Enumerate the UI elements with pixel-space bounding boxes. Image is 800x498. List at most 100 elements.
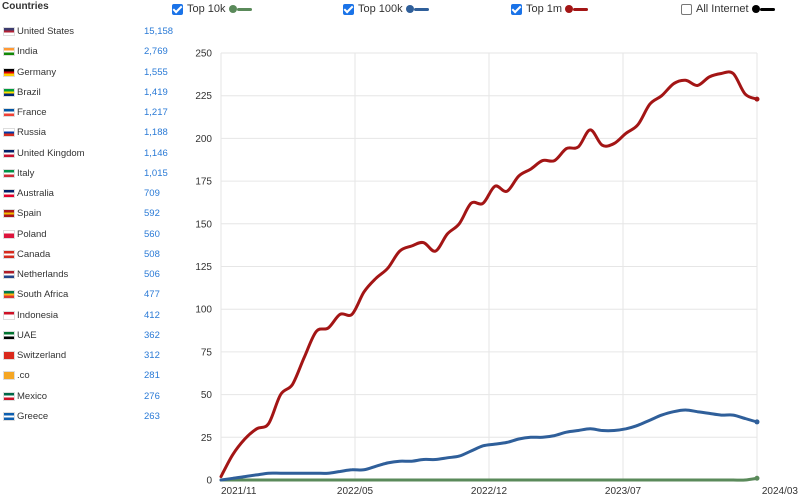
country-name: Mexico [17,390,48,402]
country-count: 477 [144,289,160,301]
country-row[interactable]: Switzerland 312 [0,349,175,369]
country-row[interactable]: United States 15,158 [0,25,175,45]
legend-swatch-icon [565,4,591,14]
flag-icon [3,148,15,158]
flag-icon [3,128,15,138]
legend-label: Top 100k [358,3,403,15]
legend-toggle-top-10k[interactable]: Top 10k [172,2,255,16]
x-tick-label: 2021/11 [221,486,257,497]
checkbox[interactable] [343,3,354,15]
legend-toggle-top-1m[interactable]: Top 1m [511,2,591,16]
country-row[interactable]: France 1,217 [0,106,175,126]
flag-icon [3,270,15,279]
flag-icon [3,168,15,178]
x-tick-label: 2022/12 [471,486,508,497]
country-row[interactable]: India 2,769 [0,45,175,65]
country-row[interactable]: Germany 1,555 [0,66,175,86]
country-row[interactable]: Russia 1,188 [0,126,175,146]
country-list: United States 15,158 India 2,769 Germany 1,55… [0,25,175,430]
legend-swatch-icon [751,4,778,14]
country-name: South Africa [17,289,69,301]
y-tick-label: 0 [206,476,212,487]
country-name: United Kingdom [17,147,85,159]
y-tick-label: 250 [195,49,212,60]
y-tick-label: 25 [201,433,213,444]
series-line-top-10k[interactable] [219,476,759,482]
country-row[interactable]: United Kingdom 1,146 [0,147,175,167]
country-count: 1,015 [144,167,168,179]
country-count: 506 [144,269,160,280]
country-row[interactable]: Indonesia 412 [0,309,175,329]
country-name: Spain [17,208,42,220]
country-count: 312 [144,350,160,361]
legend-toggle-top-100k[interactable]: Top 100k [343,2,432,16]
country-row[interactable]: Netherlands 506 [0,268,175,288]
country-name: Russia [17,127,47,139]
y-tick-label: 100 [195,305,212,316]
flag-icon [3,310,15,320]
country-row[interactable]: Greece 263 [0,410,175,430]
x-tick-label: 2022/05 [337,486,374,497]
country-name: France [17,107,47,118]
country-name: Switzerland [17,350,67,361]
flag-icon [3,411,15,421]
y-tick-label: 75 [201,347,213,358]
checkbox[interactable] [681,3,692,15]
y-tick-label: 200 [195,134,212,145]
country-row[interactable]: Mexico 276 [0,390,175,410]
flag-icon [3,330,15,340]
flag-icon [3,249,15,259]
series-end-point[interactable] [754,475,760,481]
country-count: 2,769 [144,46,168,58]
x-tick-label: 2023/07 [605,486,642,497]
flag-icon [3,391,15,401]
country-row[interactable]: UAE 362 [0,329,175,349]
country-row[interactable]: Spain 592 [0,207,175,227]
series-line-top-1m[interactable] [219,70,759,479]
y-tick-label: 225 [195,91,212,102]
countries-panel: Countries United States 15,158 India 2,769 G… [0,0,175,498]
y-tick-label: 175 [195,177,212,188]
legend-label: Top 10k [187,3,226,15]
countries-title: Countries [2,1,49,12]
legend-swatch-icon [405,4,432,14]
country-count: 412 [144,309,160,321]
country-row[interactable]: Canada 508 [0,248,175,268]
series-end-point[interactable] [754,419,760,425]
checkbox[interactable] [172,3,183,15]
flag-icon [3,290,15,300]
country-row[interactable]: .co 281 [0,369,175,389]
flag-icon [3,229,15,239]
country-row[interactable]: Italy 1,015 [0,167,175,187]
country-count: 1,217 [144,107,168,118]
flag-icon [3,351,15,360]
country-name: Netherlands [17,269,69,280]
country-name: Indonesia [17,309,59,321]
series-end-point[interactable] [754,96,760,102]
country-row[interactable]: South Africa 477 [0,288,175,308]
country-row[interactable]: Brazil 1,419 [0,86,175,106]
y-tick-label: 50 [201,390,213,401]
country-count: 709 [144,188,160,199]
country-name: Italy [17,167,35,179]
country-name: Brazil [17,86,41,98]
flag-icon [3,47,15,57]
flag-icon [3,209,15,219]
country-row[interactable]: Poland 560 [0,228,175,248]
country-name: United States [17,26,75,37]
legend-label: Top 1m [526,3,563,15]
country-name: Poland [17,228,47,240]
country-count: 508 [144,248,160,260]
country-name: UAE [17,329,37,341]
country-row[interactable]: Australia 709 [0,187,175,207]
country-count: 1,188 [144,127,168,139]
country-count: 362 [144,329,160,341]
legend-toggle-all-internet[interactable]: All Internet [681,2,778,16]
country-count: 592 [144,208,160,220]
flag-icon [3,371,15,381]
country-name: .co [17,370,30,382]
series-line-top-100k[interactable] [219,408,759,482]
country-count: 1,555 [144,66,168,78]
checkbox[interactable] [511,3,522,15]
